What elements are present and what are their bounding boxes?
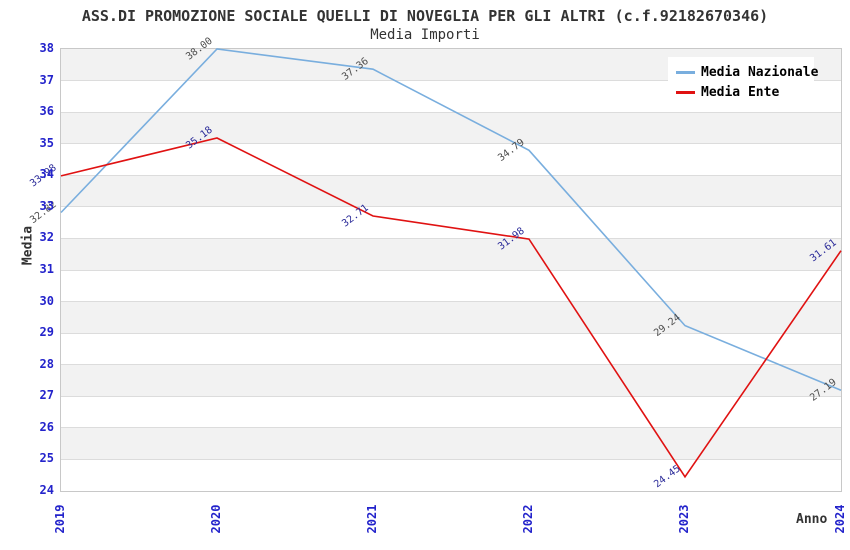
series-line	[60, 48, 842, 392]
y-tick-label: 37	[39, 72, 54, 87]
legend-item-ente: Media Ente	[668, 82, 814, 102]
gridline	[61, 143, 841, 145]
grid-band	[61, 301, 841, 334]
plot-area: 32.82 38.00 37.36 34.79 29.24 27.19 33.98 35.18…	[28, 36, 842, 492]
gridline	[61, 206, 841, 208]
data-label: 31.98	[496, 226, 527, 253]
data-label: 29.24	[652, 312, 683, 339]
grid-band	[61, 175, 841, 207]
grid-band	[61, 427, 841, 460]
data-label: 27.19	[808, 377, 839, 404]
y-tick-label: 35	[39, 135, 54, 150]
x-tick-label: 2020	[209, 504, 223, 534]
y-tick-label: 28	[39, 356, 54, 371]
x-tick-label: 2021	[365, 504, 379, 534]
y-tick-label: 30	[39, 293, 54, 308]
gridline	[61, 395, 841, 397]
line-series-canvas: 32.8238.0037.3634.7929.2427.1933.9835.18…	[28, 36, 842, 490]
x-tick-label: 2022	[521, 504, 535, 534]
grid-band	[61, 112, 841, 144]
gridline	[61, 269, 841, 271]
data-label: 35.18	[184, 125, 215, 152]
y-tick-label: 31	[39, 262, 54, 276]
chart-subtitle: Media Importi	[370, 27, 480, 43]
series-line	[60, 137, 842, 479]
legend: Media Nazionale Media Ente	[668, 57, 818, 108]
y-tick-label: 24	[39, 483, 54, 497]
gridline	[61, 111, 841, 113]
gridline	[61, 301, 841, 303]
y-tick-label: 27	[39, 388, 54, 403]
gridline	[61, 174, 841, 176]
data-label: 24.45	[652, 463, 683, 490]
gridline	[61, 364, 841, 366]
x-tick-label: 2023	[677, 504, 691, 534]
y-tick-label: 34	[39, 167, 54, 182]
gridline	[61, 237, 841, 239]
data-label: 37.36	[340, 56, 371, 83]
legend-item-nazionale: Media Nazionale	[668, 62, 818, 82]
x-axis-title: Anno	[796, 512, 828, 527]
gridline	[61, 458, 841, 460]
chart-title: ASS.DI PROMOZIONE SOCIALE QUELLI DI NOVE…	[81, 7, 769, 25]
gridline	[61, 80, 841, 82]
grid-band	[61, 238, 841, 270]
y-tick-label: 36	[39, 104, 54, 119]
y-tick-label: 38	[39, 41, 54, 55]
nazionale-line-swatch-icon	[676, 70, 695, 74]
gridline	[61, 427, 841, 429]
legend-label: Media Ente	[701, 84, 780, 100]
y-tick-label: 33	[39, 198, 54, 213]
grid-band	[61, 364, 841, 397]
y-axis-title: Media	[20, 225, 36, 266]
x-tick-label: 2019	[53, 504, 67, 534]
gridline	[61, 332, 841, 334]
y-tick-label: 25	[39, 451, 54, 466]
y-tick-label: 29	[39, 325, 54, 340]
ente-line-swatch-icon	[676, 90, 695, 94]
x-tick-label: 2024	[833, 504, 847, 534]
y-tick-label: 32	[39, 230, 54, 245]
y-tick-label: 26	[39, 419, 54, 434]
legend-label: Media Nazionale	[701, 64, 819, 80]
